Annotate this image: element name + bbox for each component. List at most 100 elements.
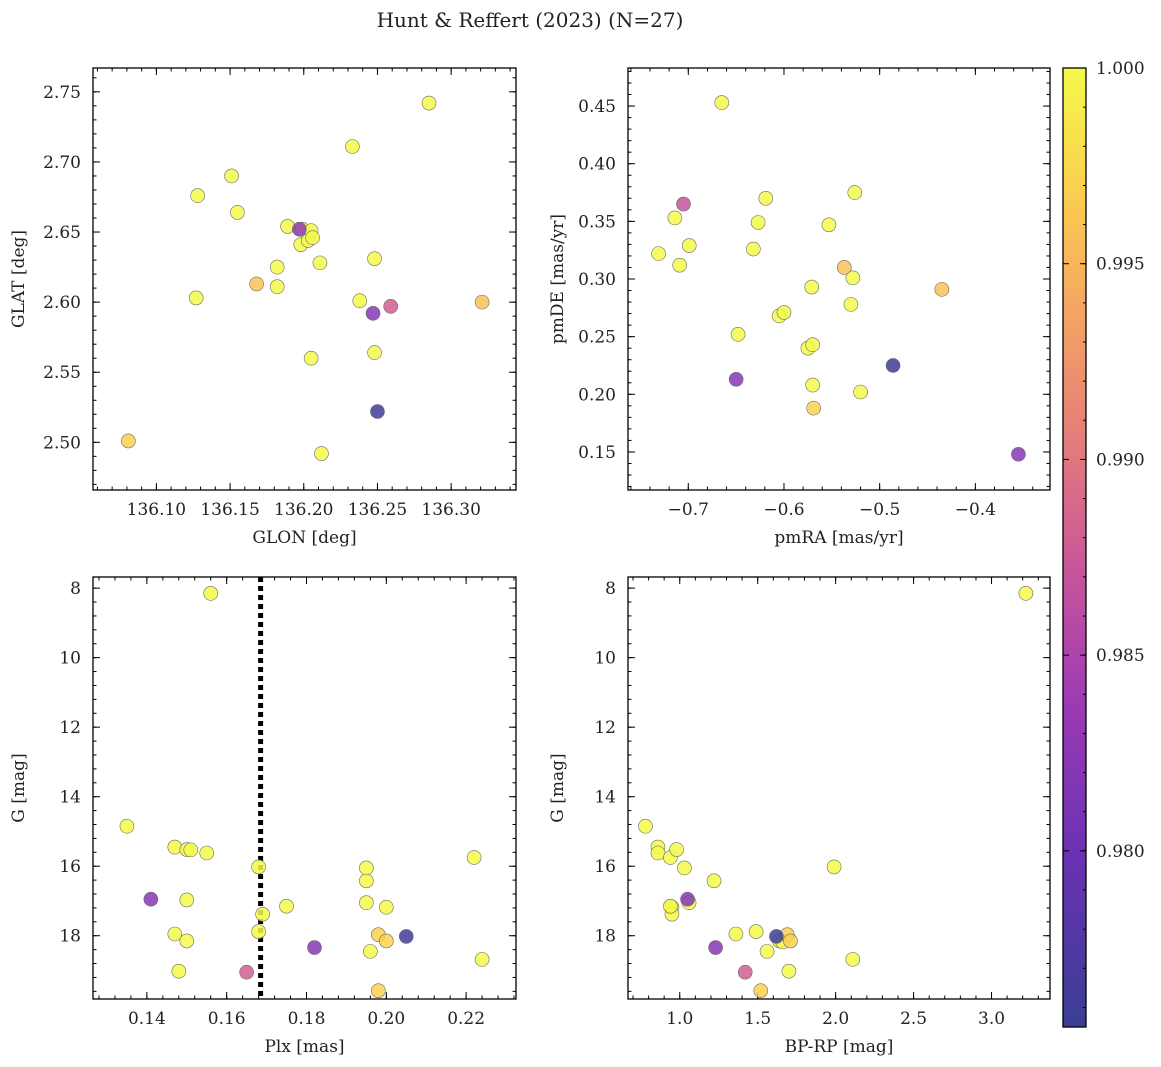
x-tick-label: 1.5	[744, 1009, 771, 1029]
y-tick-label: 10	[594, 649, 616, 669]
y-tick-label: 0.40	[578, 155, 616, 175]
data-point	[845, 952, 861, 967]
colorbar-tick-label: 0.995	[1096, 255, 1145, 275]
data-point	[845, 270, 861, 286]
data-point	[251, 859, 266, 875]
data-point	[251, 924, 266, 939]
y-axis-label: pmDE [mas/yr]	[548, 214, 568, 344]
data-point	[746, 241, 761, 257]
data-point	[255, 906, 270, 922]
data-point	[638, 818, 653, 834]
data-point	[269, 279, 285, 295]
x-tick-label: 0.20	[367, 1009, 405, 1029]
data-point	[805, 377, 820, 393]
data-point	[307, 940, 322, 955]
data-point	[190, 188, 205, 203]
y-tick-label: 2.70	[43, 153, 81, 173]
data-point	[292, 221, 307, 237]
data-point	[667, 210, 683, 226]
y-tick-label: 14	[59, 788, 81, 808]
data-point	[672, 257, 687, 273]
data-point	[367, 251, 382, 266]
data-point	[269, 259, 285, 275]
data-point	[758, 190, 774, 206]
data-point	[365, 306, 381, 321]
data-point	[843, 297, 859, 312]
panel-plx-g: 0.14 0.16 0.18 0.20 0.22 8 10 12 14 16 18 Plx [mas]…	[9, 576, 517, 1057]
y-tick-label: 2.50	[43, 433, 81, 453]
y-tick-label: 16	[594, 857, 616, 877]
y-tick-label: 2.65	[43, 223, 81, 243]
data-point	[279, 898, 294, 914]
data-point	[167, 839, 183, 855]
y-tick-label: 18	[59, 927, 81, 947]
colorbar-frame	[1062, 67, 1087, 1028]
data-point	[370, 404, 385, 419]
data-point	[783, 933, 798, 949]
colorbar: 0.980 0.985 0.990 0.995 1.000	[1062, 59, 1145, 1028]
y-tick-label: 0.15	[578, 443, 616, 463]
x-tick-label: −0.5	[859, 500, 900, 520]
data-point	[303, 350, 319, 366]
x-tick-label: 136.25	[348, 500, 407, 520]
data-point	[847, 185, 863, 200]
y-tick-label: 2.60	[43, 293, 81, 313]
data-point	[359, 860, 374, 876]
axes-frame	[92, 67, 517, 491]
data-point	[769, 929, 784, 944]
x-axis-label: BP-RP [mag]	[785, 1037, 894, 1057]
data-point	[371, 983, 386, 998]
data-point	[305, 230, 320, 245]
y-tick-label: 18	[594, 927, 616, 947]
axes-frame	[627, 67, 1051, 491]
data-point	[748, 924, 764, 939]
x-tick-label: −0.6	[763, 500, 804, 520]
data-point	[853, 384, 868, 400]
y-axis-label: GLAT [deg]	[9, 230, 29, 328]
data-point	[474, 952, 490, 967]
y-tick-label: 0.35	[578, 212, 616, 232]
data-point	[352, 293, 368, 309]
axes-frame	[92, 576, 517, 1000]
x-axis-label: Plx [mas]	[264, 1037, 344, 1057]
data-point	[669, 842, 684, 857]
axes-frame	[627, 576, 1051, 1000]
data-point	[179, 892, 195, 908]
x-tick-label: 136.15	[200, 500, 259, 520]
colorbar-gradient	[1063, 68, 1086, 1027]
data-point	[466, 850, 482, 865]
data-point	[676, 196, 691, 212]
data-point	[188, 290, 204, 306]
x-tick-label: 0.16	[208, 1009, 246, 1029]
data-point	[804, 279, 820, 295]
data-point	[680, 891, 695, 907]
y-tick-label: 2.75	[43, 83, 81, 103]
data-point	[730, 327, 746, 342]
data-point	[759, 944, 775, 959]
figure-title: Hunt & Reffert (2023) (N=27)	[377, 8, 684, 32]
data-point	[312, 255, 328, 271]
x-tick-label: 136.30	[421, 500, 480, 520]
data-point	[230, 205, 245, 220]
data-point	[677, 860, 692, 876]
data-point	[708, 940, 723, 955]
y-tick-label: 0.20	[578, 385, 616, 405]
x-tick-label: −0.4	[955, 500, 996, 520]
data-point	[474, 294, 490, 310]
data-point	[821, 217, 837, 233]
data-point	[224, 168, 239, 184]
data-point	[359, 895, 374, 911]
data-point	[706, 873, 722, 889]
x-tick-label: 136.10	[127, 500, 186, 520]
data-point	[119, 818, 135, 834]
data-point	[143, 891, 159, 907]
colorbar-tick-label: 0.980	[1096, 842, 1145, 862]
colorbar-tick-label: 1.000	[1096, 59, 1145, 79]
data-point	[345, 139, 360, 154]
y-tick-label: 12	[594, 718, 616, 738]
data-point	[367, 345, 382, 360]
data-point	[199, 845, 215, 861]
data-point	[179, 933, 195, 949]
data-point	[650, 845, 666, 861]
